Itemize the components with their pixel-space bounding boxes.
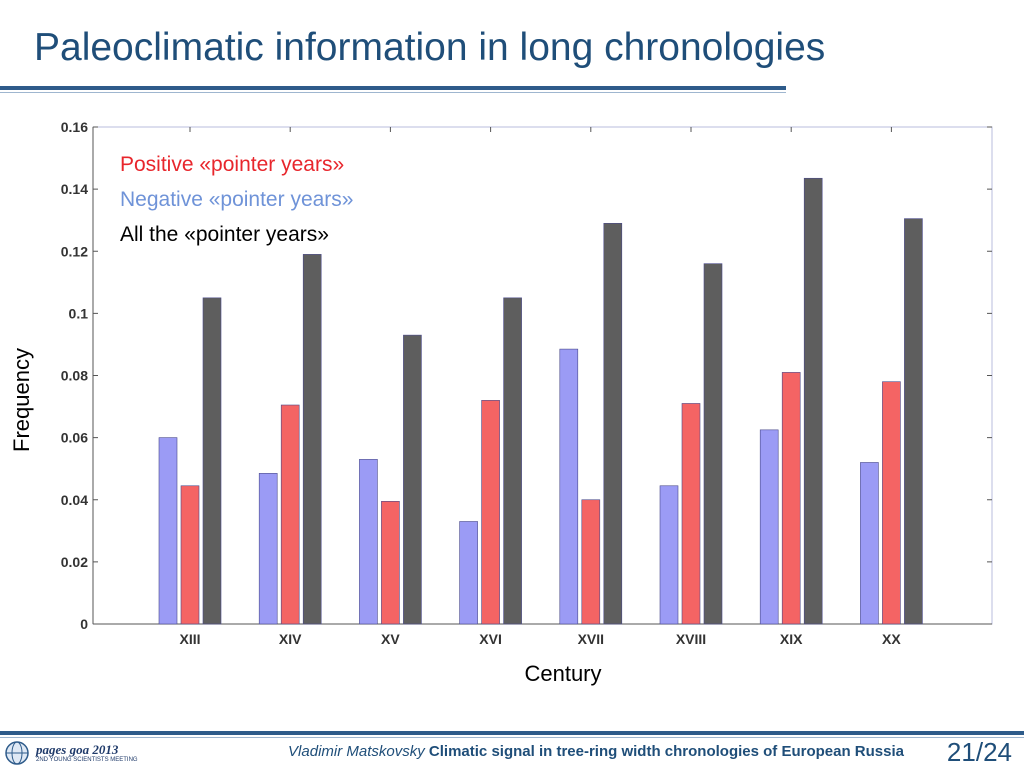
bar-XVII-negative — [559, 348, 579, 625]
bar-XV-positive — [381, 501, 400, 625]
bar-XIX-positive — [781, 372, 801, 625]
footer-author: Vladimir Matskovsky — [288, 743, 425, 760]
footer-caption: Vladimir Matskovsky Climatic signal in t… — [288, 743, 904, 760]
bar-XV-negative — [359, 459, 378, 625]
bar-XX-all — [904, 218, 923, 625]
x-tick-label: XV — [381, 631, 400, 647]
bar-XIX-all — [803, 177, 823, 625]
bar-XVIII-all — [703, 263, 723, 625]
x-tick-label: XIV — [279, 631, 302, 647]
y-tick-label: 0.12 — [61, 243, 88, 259]
y-tick-label: 0.08 — [61, 368, 88, 384]
x-tick-label: XX — [882, 631, 901, 647]
y-tick-label: 0.06 — [61, 430, 88, 446]
legend-entry: All the «pointer years» — [120, 223, 329, 246]
y-axis-label: Frequency — [9, 348, 34, 452]
bar-XIV-all — [302, 254, 322, 625]
bar-XIX-negative — [759, 429, 779, 625]
bar-XV-all — [403, 334, 422, 625]
globe-icon — [5, 741, 29, 765]
bar-XIII-all — [202, 297, 222, 625]
bar-XIII-positive — [180, 485, 200, 625]
footer-divider — [0, 731, 1024, 735]
bar-XX-negative — [860, 462, 879, 625]
x-tick-label: XIII — [179, 631, 200, 647]
legend-entry: Negative «pointer years» — [120, 188, 353, 211]
x-tick-label: XVII — [578, 631, 604, 647]
bar-XVI-positive — [481, 400, 500, 625]
bar-XVIII-positive — [681, 403, 701, 625]
logo-text: pages goa 2013 — [36, 742, 119, 757]
x-axis-label: Century — [524, 661, 601, 686]
x-tick-label: XVIII — [676, 631, 706, 647]
bar-XIV-positive — [280, 404, 300, 625]
y-tick-label: 0 — [80, 616, 88, 632]
y-tick-label: 0.1 — [69, 305, 89, 321]
conference-logo — [5, 741, 29, 765]
page-number: 21/24 — [946, 737, 1012, 767]
bar-XVIII-negative — [659, 485, 679, 625]
slide-title: Paleoclimatic information in long chrono… — [34, 26, 826, 69]
y-tick-label: 0.02 — [61, 554, 88, 570]
logo-subtext: 2ND YOUNG SCIENTISTS MEETING — [36, 757, 138, 763]
x-tick-label: XVI — [479, 631, 502, 647]
bar-XIV-negative — [258, 473, 278, 625]
bar-XVII-positive — [581, 499, 601, 625]
bar-XVII-all — [603, 222, 623, 625]
footer-talk-title: Climatic signal in tree-ring width chron… — [428, 743, 904, 760]
title-divider — [0, 86, 786, 90]
footer-divider-thin — [0, 737, 1024, 738]
y-tick-label: 0.04 — [61, 492, 88, 508]
x-tick-label: XIX — [780, 631, 803, 647]
bar-XVI-all — [503, 297, 522, 625]
plot-area — [92, 126, 993, 625]
y-tick-label: 0.16 — [61, 119, 88, 135]
frequency-bar-chart: 0 0.02 0.04 0.06 0.08 0.1 0.12 0.14 0.16 XIII XIV… — [9, 119, 993, 686]
y-tick-label: 0.14 — [61, 181, 88, 197]
bar-XVI-negative — [459, 521, 478, 625]
title-divider-thin — [0, 92, 786, 93]
bar-XIII-negative — [158, 437, 178, 625]
legend-entry: Positive «pointer years» — [120, 153, 344, 176]
bar-XX-positive — [882, 381, 901, 625]
